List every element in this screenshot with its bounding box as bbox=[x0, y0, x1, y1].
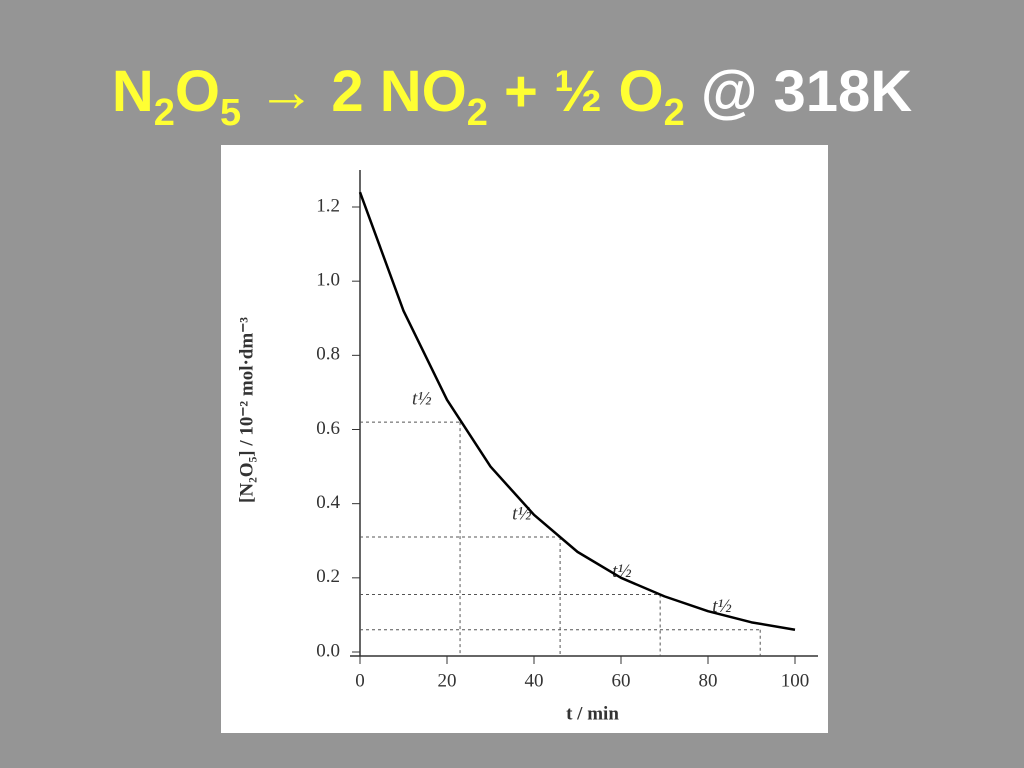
half-life-label: t½ bbox=[512, 503, 532, 524]
half-life-label: t½ bbox=[712, 596, 732, 617]
x-tick-label: 40 bbox=[525, 670, 544, 691]
y-tick-label: 0.6 bbox=[316, 418, 340, 439]
title-part: 2 bbox=[153, 92, 175, 134]
x-tick-label: 20 bbox=[438, 670, 457, 691]
half-life-label: t½ bbox=[412, 388, 432, 409]
y-tick-label: 0.8 bbox=[316, 344, 340, 365]
x-tick-label: 60 bbox=[612, 670, 631, 691]
y-tick-label: 0.4 bbox=[316, 492, 340, 513]
y-tick-label: 1.2 bbox=[316, 195, 340, 216]
title-part: N bbox=[111, 59, 154, 124]
y-tick-label: 0.2 bbox=[316, 566, 340, 587]
x-tick-label: 0 bbox=[355, 670, 365, 691]
title-part: O bbox=[174, 59, 220, 124]
title-part: @ 318K bbox=[684, 59, 913, 124]
title-part: → 2 NO bbox=[241, 59, 467, 124]
slide-title: N2O5 → 2 NO2 + ½ O2 @ 318K bbox=[0, 58, 1024, 135]
x-tick-label: 80 bbox=[699, 670, 718, 691]
y-tick-label: 0.0 bbox=[316, 640, 340, 661]
y-axis-label: [N₂O₅] / 10⁻² mol·dm⁻³ bbox=[236, 317, 257, 503]
title-part: 2 bbox=[466, 92, 488, 134]
chart-background bbox=[221, 145, 828, 733]
y-tick-label: 1.0 bbox=[316, 270, 340, 291]
title-part: 2 bbox=[663, 92, 685, 134]
x-axis-label: t / min bbox=[566, 703, 619, 724]
data-line bbox=[358, 191, 796, 631]
title-part: + ½ O bbox=[487, 59, 664, 124]
x-tick-label: 100 bbox=[781, 670, 810, 691]
title-part: 5 bbox=[219, 92, 242, 134]
